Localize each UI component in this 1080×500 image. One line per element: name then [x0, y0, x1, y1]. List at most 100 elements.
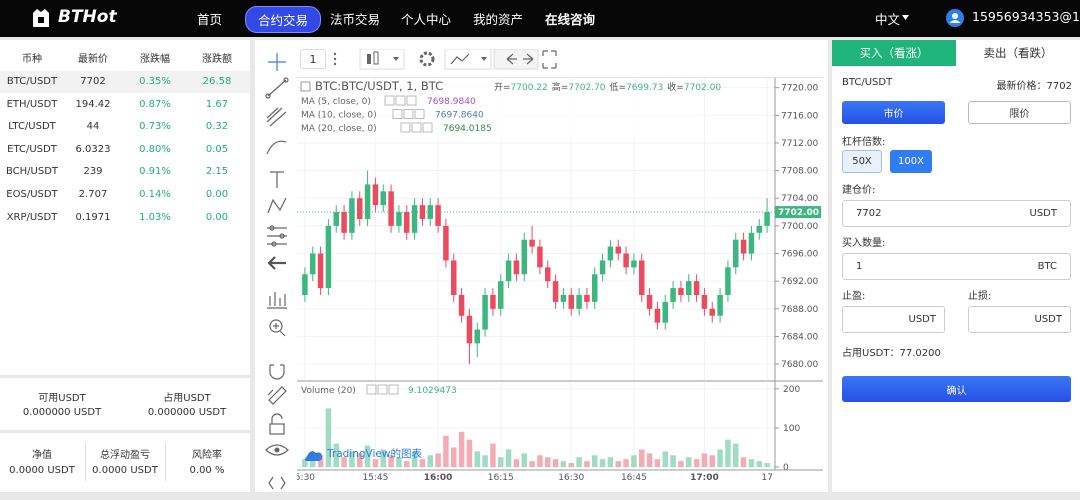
nav-item[interactable]: 在线咨询	[545, 12, 596, 27]
indicator-control	[414, 109, 425, 119]
price-chart[interactable]: 5:30 15:45 16:00 16:15 16:30 16:45 17:00 17 7680…	[297, 78, 823, 490]
user-email[interactable]: 15956934353@163.	[972, 9, 1080, 24]
candle-body	[709, 308, 715, 316]
confirm-button[interactable]: 确认	[842, 376, 1071, 402]
volume-bar	[341, 457, 347, 467]
price: 239	[83, 166, 103, 178]
margin: 占用USDT：77.0200	[842, 344, 941, 359]
market-row[interactable]: XRP/USDT 0.1971 1.03% 0.00	[0, 207, 250, 229]
label: 可用USDT	[38, 393, 86, 404]
volume-bar	[451, 447, 457, 467]
dropdown-arrow	[902, 15, 909, 20]
last-price-tag	[775, 206, 821, 219]
candle-body	[560, 294, 567, 302]
candle-body	[302, 274, 308, 295]
toolbar-icons	[333, 49, 557, 70]
label: 总浮动盈亏	[100, 450, 150, 461]
open-price-input[interactable]: 7702 USDT	[842, 200, 1071, 227]
indicator-value: 7697.8640	[435, 111, 484, 121]
x-tick-label: 5:30	[297, 473, 315, 483]
indicator-name: MA (20, close, 0)	[301, 124, 377, 134]
volume-bar	[505, 449, 512, 467]
volume-bar	[435, 453, 441, 467]
ohlc-value: 7699.73	[626, 83, 663, 93]
nav-item[interactable]: 首页	[197, 12, 223, 27]
change-amount: 1.67	[205, 98, 229, 110]
candle-body	[411, 205, 418, 233]
watermark: TradingView的图表	[326, 447, 422, 460]
market-order[interactable]: 市价	[842, 101, 945, 124]
label: 止盈:	[842, 291, 866, 302]
limit-order[interactable]: 限价	[968, 101, 1071, 124]
drawing-tools[interactable]	[262, 50, 292, 495]
unit: USDT	[1029, 208, 1057, 219]
y-tick-label: 7688.00	[781, 305, 818, 315]
value: 0.0000 USDT	[92, 465, 158, 476]
stop-loss-input[interactable]: USDT	[968, 306, 1071, 333]
take-profit-input[interactable]: USDT	[842, 306, 945, 333]
nav-item[interactable]: 法币交易	[330, 12, 381, 27]
market-row[interactable]: EOS/USDT 2.707 0.14% 0.00	[0, 184, 250, 206]
column-header: 最新价	[78, 54, 108, 65]
volume-bar	[733, 443, 739, 467]
volume-value: 9.1029473	[408, 386, 457, 396]
volume-bar	[599, 459, 606, 467]
leverage-option[interactable]: 100X	[890, 150, 932, 173]
indicator-control	[395, 95, 406, 106]
candle-body	[576, 294, 582, 309]
tab-sell[interactable]: 卖出（看跌）	[983, 46, 1053, 60]
change-percent: 0.87%	[139, 98, 171, 110]
volume-bar	[388, 455, 394, 467]
candle-body	[599, 260, 606, 275]
volume-bar	[740, 457, 747, 467]
y-tick-label: 7704.00	[781, 194, 818, 204]
value: 0.000000 USDT	[147, 407, 227, 418]
chart-title: BTC:BTC/USDT, 1, BTC	[315, 79, 443, 93]
candle-body	[341, 212, 347, 233]
watermark-icon	[305, 451, 322, 461]
ohlc-label: 收=	[667, 81, 684, 93]
unit: USDT	[908, 314, 936, 325]
volume-bar	[427, 455, 433, 467]
market-row[interactable]: LTC/USDT 44 0.73% 0.32	[0, 116, 250, 138]
candle-body	[490, 294, 496, 309]
pair: BTC/USDT	[6, 76, 58, 87]
market-row[interactable]: ETH/USDT 194.42 0.87% 1.67	[0, 94, 250, 116]
market-row[interactable]: BTC/USDT 7702 0.35% 26.58	[0, 71, 250, 93]
nav-item-active[interactable]: 合约交易	[245, 6, 322, 33]
label: 占用USDT：	[842, 348, 900, 359]
candle-body	[552, 281, 559, 302]
market-row[interactable]: ETC/USDT 6.0323 0.80% 0.05	[0, 139, 250, 161]
pair: BCH/USDT	[5, 166, 59, 178]
candle-body	[631, 260, 637, 268]
indicator-control	[366, 384, 377, 395]
volume-bar	[560, 461, 567, 467]
tab-buy[interactable]: 买入（看涨）	[832, 40, 956, 66]
nav-item[interactable]: 个人中心	[401, 12, 452, 27]
indicator-control	[388, 384, 399, 395]
volume-bar	[357, 453, 363, 467]
market-list: 币种 最新价 涨跌幅 涨跌额 BTC/USDT 7702 0.35% 26.58 ETH/USD…	[0, 40, 250, 375]
candle-body	[529, 239, 535, 247]
candle-body	[505, 260, 512, 282]
label: 最新价格：	[996, 81, 1047, 92]
candle-body	[607, 246, 614, 261]
volume-bar	[615, 461, 621, 467]
avatar[interactable]	[946, 9, 964, 27]
y-tick-label: 200	[783, 385, 800, 395]
language[interactable]: 中文	[875, 12, 901, 27]
change-percent: 1.03%	[139, 211, 171, 223]
x-tick-label: 15:45	[362, 473, 388, 483]
interval-select[interactable]: 1	[300, 49, 326, 69]
x-tick-label: 16:45	[621, 473, 647, 483]
candle-body	[513, 260, 520, 275]
amount-input[interactable]: 1 BTC	[842, 253, 1071, 280]
nav-item[interactable]: 我的资产	[473, 12, 524, 27]
indicator-control	[422, 122, 433, 133]
market-row[interactable]: BCH/USDT 239 0.91% 2.15	[0, 161, 250, 183]
volume-bar	[419, 459, 426, 467]
leverage-option[interactable]: 50X	[842, 150, 882, 173]
volume-bar	[748, 459, 755, 467]
candle-body	[639, 260, 645, 295]
volume-bar	[552, 459, 559, 467]
